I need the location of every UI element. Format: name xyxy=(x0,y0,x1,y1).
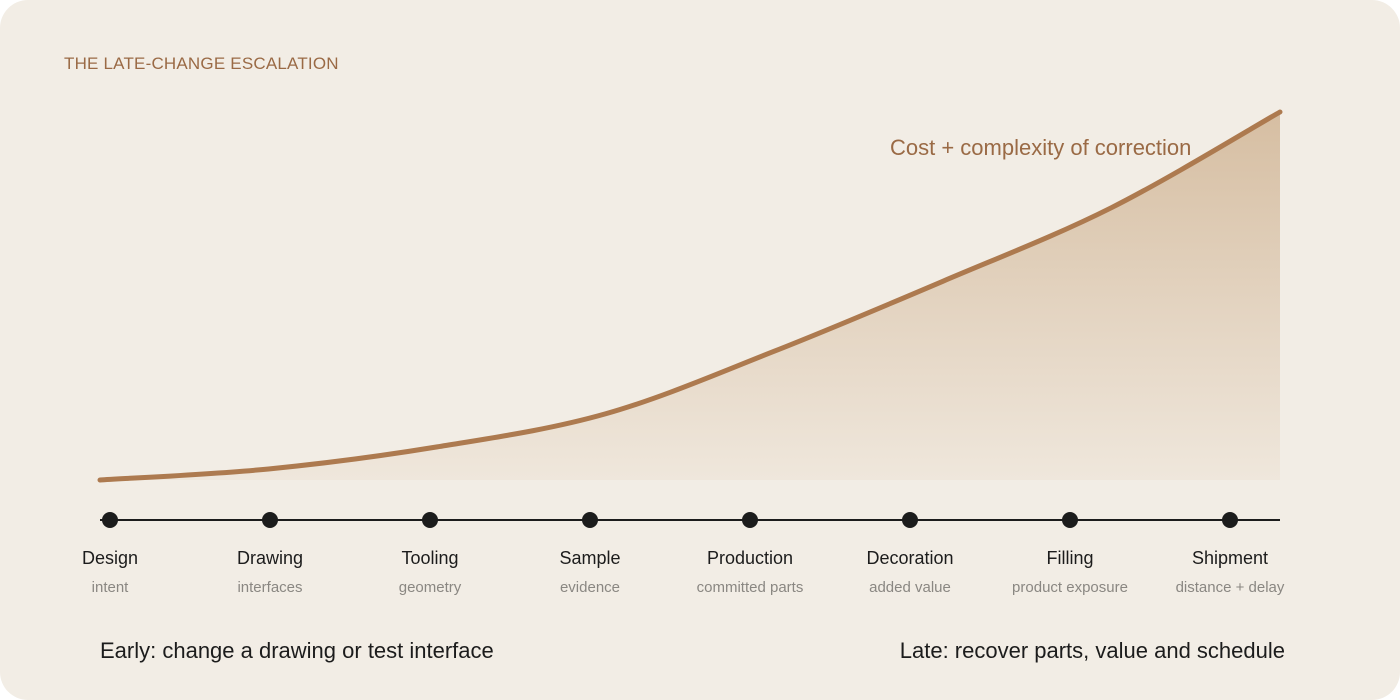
stage-node-shipment xyxy=(1222,512,1238,528)
diagram-kicker: THE LATE-CHANGE ESCALATION xyxy=(64,54,339,73)
stage-note-drawing: interfaces xyxy=(237,579,303,596)
stage-note-shipment: distance + delay xyxy=(1175,579,1285,596)
stage-nodes xyxy=(102,512,1238,528)
late-caption: Late: recover parts, value and schedule xyxy=(899,638,1285,663)
stage-node-decoration xyxy=(902,512,918,528)
stage-note-sample: evidence xyxy=(559,579,621,596)
stage-node-design xyxy=(102,512,118,528)
stage-node-tooling xyxy=(422,512,438,528)
stage-label-drawing: Drawing xyxy=(236,548,304,568)
stage-note-filling: product exposure xyxy=(1012,579,1128,596)
stage-note-decoration: added value xyxy=(869,579,951,596)
stage-label-sample: Sample xyxy=(559,548,621,568)
stage-label-tooling: Tooling xyxy=(401,548,459,568)
cost-curve-line xyxy=(97,109,1283,483)
stage-label-design: Design xyxy=(81,548,139,568)
stage-note-tooling: geometry xyxy=(398,579,462,596)
stage-node-sample xyxy=(582,512,598,528)
stage-label-decoration: Decoration xyxy=(866,548,954,568)
cost-curve-area xyxy=(100,112,1280,480)
stage-node-filling xyxy=(1062,512,1078,528)
stage-label-production: Production xyxy=(706,548,794,568)
stage-note-production: committed parts xyxy=(696,579,804,596)
curve-label: Cost + complexity of correction xyxy=(890,135,1191,160)
stage-note-design: intent xyxy=(91,579,129,596)
stage-node-production xyxy=(742,512,758,528)
stage-label-shipment: Shipment xyxy=(1191,548,1269,568)
early-caption: Early: change a drawing or test interfac… xyxy=(100,638,494,663)
stage-label-filling: Filling xyxy=(1046,548,1094,568)
stage-node-drawing xyxy=(262,512,278,528)
